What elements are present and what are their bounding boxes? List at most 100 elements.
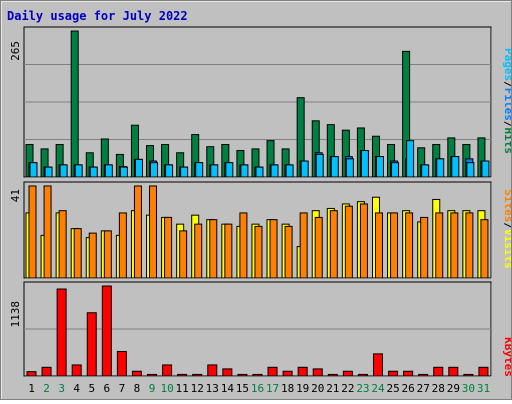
bar-kbytes-day-15 bbox=[237, 373, 248, 377]
bar-kbytes-day-6 bbox=[101, 285, 112, 377]
bar-sites-day-20 bbox=[314, 216, 323, 279]
bar-pages-day-26 bbox=[406, 140, 415, 178]
bar-sites-day-18 bbox=[284, 225, 293, 279]
x-axis-day-label-1: 1 bbox=[28, 382, 35, 395]
x-axis-day-label-10: 10 bbox=[160, 382, 173, 395]
bar-pages-day-29 bbox=[451, 156, 460, 178]
bar-pages-day-19 bbox=[300, 160, 309, 178]
bar-sites-day-5 bbox=[88, 232, 97, 279]
bar-pages-day-8 bbox=[134, 158, 143, 178]
bar-kbytes-day-24 bbox=[372, 353, 383, 377]
bar-pages-day-15 bbox=[240, 164, 249, 178]
bar-pages-day-23 bbox=[360, 150, 369, 178]
x-axis-day-label-14: 14 bbox=[221, 382, 235, 395]
x-axis-day-label-7: 7 bbox=[119, 382, 126, 395]
bar-pages-day-30 bbox=[466, 162, 475, 178]
bar-sites-day-16 bbox=[254, 225, 263, 279]
x-axis-day-label-4: 4 bbox=[73, 382, 80, 395]
bar-kbytes-day-9 bbox=[147, 373, 158, 377]
bar-pages-day-3 bbox=[59, 164, 68, 178]
x-axis-day-label-17: 17 bbox=[266, 382, 279, 395]
bar-sites-day-22 bbox=[344, 205, 353, 279]
x-axis-day-label-29: 29 bbox=[447, 382, 460, 395]
x-axis-day-label-16: 16 bbox=[251, 382, 264, 395]
y-axis-max-label-3: 1138 bbox=[9, 301, 22, 328]
bar-kbytes-day-4 bbox=[71, 364, 82, 377]
bar-pages-day-4 bbox=[74, 164, 83, 178]
x-axis-day-label-28: 28 bbox=[432, 382, 445, 395]
legend-2: Sites/Visits bbox=[502, 189, 511, 269]
bar-pages-day-1 bbox=[29, 162, 38, 178]
bar-sites-day-30 bbox=[465, 212, 474, 279]
x-axis-day-label-25: 25 bbox=[386, 382, 399, 395]
bar-kbytes-day-2 bbox=[41, 366, 52, 377]
x-axis-day-label-9: 9 bbox=[149, 382, 156, 395]
bar-sites-day-6 bbox=[103, 230, 112, 279]
x-axis-day-label-8: 8 bbox=[134, 382, 141, 395]
bar-pages-day-9 bbox=[150, 162, 159, 178]
bar-sites-day-11 bbox=[179, 230, 188, 279]
bar-kbytes-day-14 bbox=[222, 368, 233, 377]
bar-pages-day-31 bbox=[481, 160, 490, 178]
bar-sites-day-3 bbox=[58, 210, 67, 279]
legend-entry-pages: Pages bbox=[502, 48, 511, 81]
bar-sites-day-4 bbox=[73, 228, 82, 279]
bar-kbytes-day-26 bbox=[403, 370, 414, 377]
bar-pages-day-20 bbox=[315, 153, 324, 178]
bar-kbytes-day-16 bbox=[252, 373, 263, 377]
bar-kbytes-day-20 bbox=[312, 368, 323, 377]
bar-sites-day-17 bbox=[269, 219, 278, 279]
bar-sites-day-25 bbox=[390, 212, 399, 279]
x-axis-day-label-3: 3 bbox=[58, 382, 65, 395]
bar-sites-day-26 bbox=[405, 212, 414, 279]
bar-sites-day-9 bbox=[149, 185, 158, 279]
bar-sites-day-27 bbox=[420, 216, 429, 279]
bar-sites-day-8 bbox=[133, 185, 142, 279]
bar-kbytes-day-19 bbox=[297, 366, 308, 377]
bar-pages-day-6 bbox=[104, 164, 113, 178]
x-axis-day-label-13: 13 bbox=[206, 382, 219, 395]
x-axis-day-label-24: 24 bbox=[371, 382, 385, 395]
legend-3: KBytes bbox=[502, 337, 511, 377]
bar-pages-day-18 bbox=[285, 164, 294, 178]
legend-entry-hits: Hits bbox=[502, 128, 511, 155]
bar-kbytes-day-5 bbox=[86, 312, 97, 377]
y-axis-max-label-2: 41 bbox=[9, 189, 22, 202]
bar-sites-day-19 bbox=[299, 212, 308, 279]
x-axis-day-label-26: 26 bbox=[402, 382, 415, 395]
x-axis-day-label-19: 19 bbox=[296, 382, 309, 395]
x-axis-day-label-30: 30 bbox=[462, 382, 475, 395]
bar-pages-day-7 bbox=[119, 166, 128, 178]
legend-entry-sites: Sites bbox=[502, 189, 511, 222]
bar-sites-day-28 bbox=[435, 212, 444, 279]
x-axis-day-label-22: 22 bbox=[341, 382, 354, 395]
bar-kbytes-day-27 bbox=[418, 373, 429, 377]
bar-kbytes-day-22 bbox=[342, 370, 353, 377]
bar-pages-day-16 bbox=[255, 166, 264, 178]
bar-kbytes-day-12 bbox=[192, 373, 203, 377]
bar-sites-day-21 bbox=[329, 210, 338, 279]
bar-kbytes-day-8 bbox=[131, 370, 142, 377]
x-axis-day-label-12: 12 bbox=[191, 382, 204, 395]
x-axis-day-label-23: 23 bbox=[356, 382, 369, 395]
bar-pages-day-21 bbox=[330, 156, 339, 178]
bar-pages-day-25 bbox=[391, 162, 400, 178]
bar-pages-day-24 bbox=[375, 156, 384, 178]
y-axis-max-label-1: 265 bbox=[9, 41, 22, 61]
bar-kbytes-day-7 bbox=[116, 350, 127, 377]
bar-pages-day-13 bbox=[210, 164, 219, 178]
bar-sites-day-29 bbox=[450, 212, 459, 279]
bar-kbytes-day-31 bbox=[478, 366, 489, 377]
bar-kbytes-day-13 bbox=[207, 364, 218, 377]
bar-pages-day-11 bbox=[180, 166, 189, 178]
bar-pages-day-2 bbox=[44, 166, 53, 178]
x-axis-day-label-6: 6 bbox=[104, 382, 111, 395]
bar-sites-day-7 bbox=[118, 212, 127, 279]
bar-pages-day-27 bbox=[421, 164, 430, 178]
bar-sites-day-23 bbox=[359, 203, 368, 279]
x-axis-day-label-27: 27 bbox=[417, 382, 430, 395]
legend-separator: / bbox=[502, 81, 511, 88]
bar-pages-day-14 bbox=[225, 162, 234, 178]
